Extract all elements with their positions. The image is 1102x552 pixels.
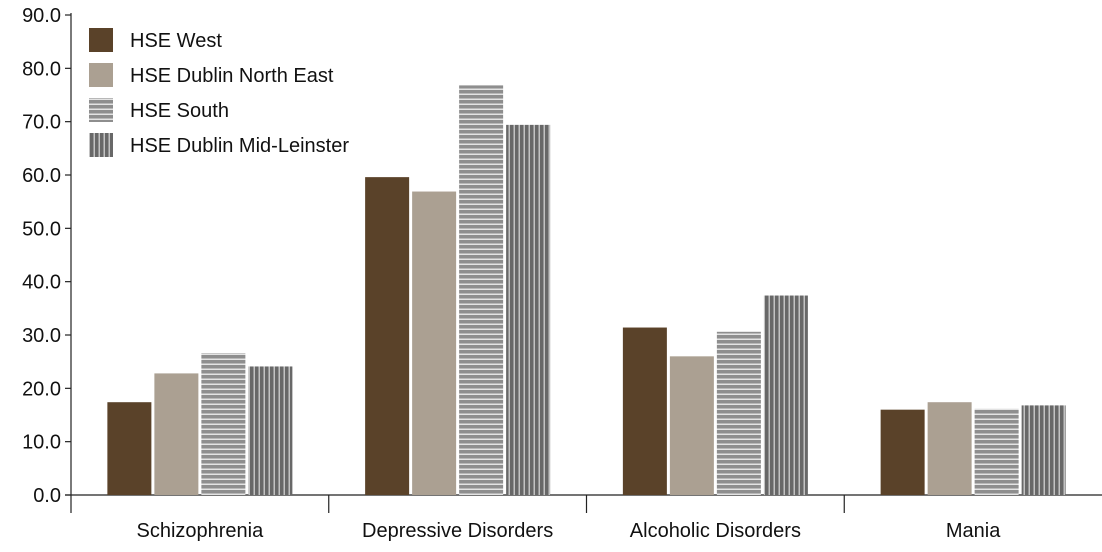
legend-swatch bbox=[89, 133, 113, 157]
bar bbox=[506, 124, 551, 495]
y-tick-label: 10.0 bbox=[22, 432, 61, 454]
x-tick-label: Depressive Disorders bbox=[362, 520, 553, 542]
bar bbox=[669, 356, 714, 495]
y-tick-label: 30.0 bbox=[22, 325, 61, 347]
bar bbox=[716, 331, 761, 495]
axes: 0.0 10.0 20.0 30.0 40.0 50.0 60.0 70.0 80.0 90.0 S… bbox=[22, 5, 1102, 542]
bar bbox=[622, 327, 667, 495]
y-tick-label: 50.0 bbox=[22, 218, 61, 240]
bar bbox=[365, 177, 410, 495]
bar bbox=[248, 366, 293, 495]
legend-label: HSE West bbox=[130, 30, 222, 52]
x-tick-label: Mania bbox=[946, 520, 1001, 542]
bar bbox=[412, 191, 457, 496]
bar bbox=[459, 85, 504, 496]
bar bbox=[201, 353, 246, 495]
bar bbox=[927, 402, 972, 495]
y-tick-label: 70.0 bbox=[22, 112, 61, 134]
y-tick-label: 40.0 bbox=[22, 272, 61, 294]
legend: HSE West HSE Dublin North East HSE South HS… bbox=[89, 28, 349, 157]
bar bbox=[154, 373, 199, 495]
legend-label: HSE South bbox=[130, 100, 229, 122]
bars bbox=[107, 85, 1066, 496]
x-tick-label: Schizophrenia bbox=[137, 520, 265, 542]
legend-swatch bbox=[89, 28, 113, 52]
legend-swatch bbox=[89, 98, 113, 122]
bar bbox=[1021, 405, 1066, 495]
y-tick-label: 80.0 bbox=[22, 58, 61, 80]
legend-label: HSE Dublin North East bbox=[130, 65, 334, 87]
bar bbox=[974, 408, 1019, 495]
legend-swatch bbox=[89, 63, 113, 87]
bar bbox=[763, 295, 808, 495]
bar bbox=[880, 409, 925, 495]
legend-label: HSE Dublin Mid-Leinster bbox=[130, 135, 349, 157]
x-tick-label: Alcoholic Disorders bbox=[630, 520, 801, 542]
bar bbox=[107, 402, 152, 495]
y-tick-label: 0.0 bbox=[33, 485, 61, 507]
y-tick-label: 20.0 bbox=[22, 378, 61, 400]
y-tick-label: 90.0 bbox=[22, 5, 61, 27]
y-tick-label: 60.0 bbox=[22, 165, 61, 187]
